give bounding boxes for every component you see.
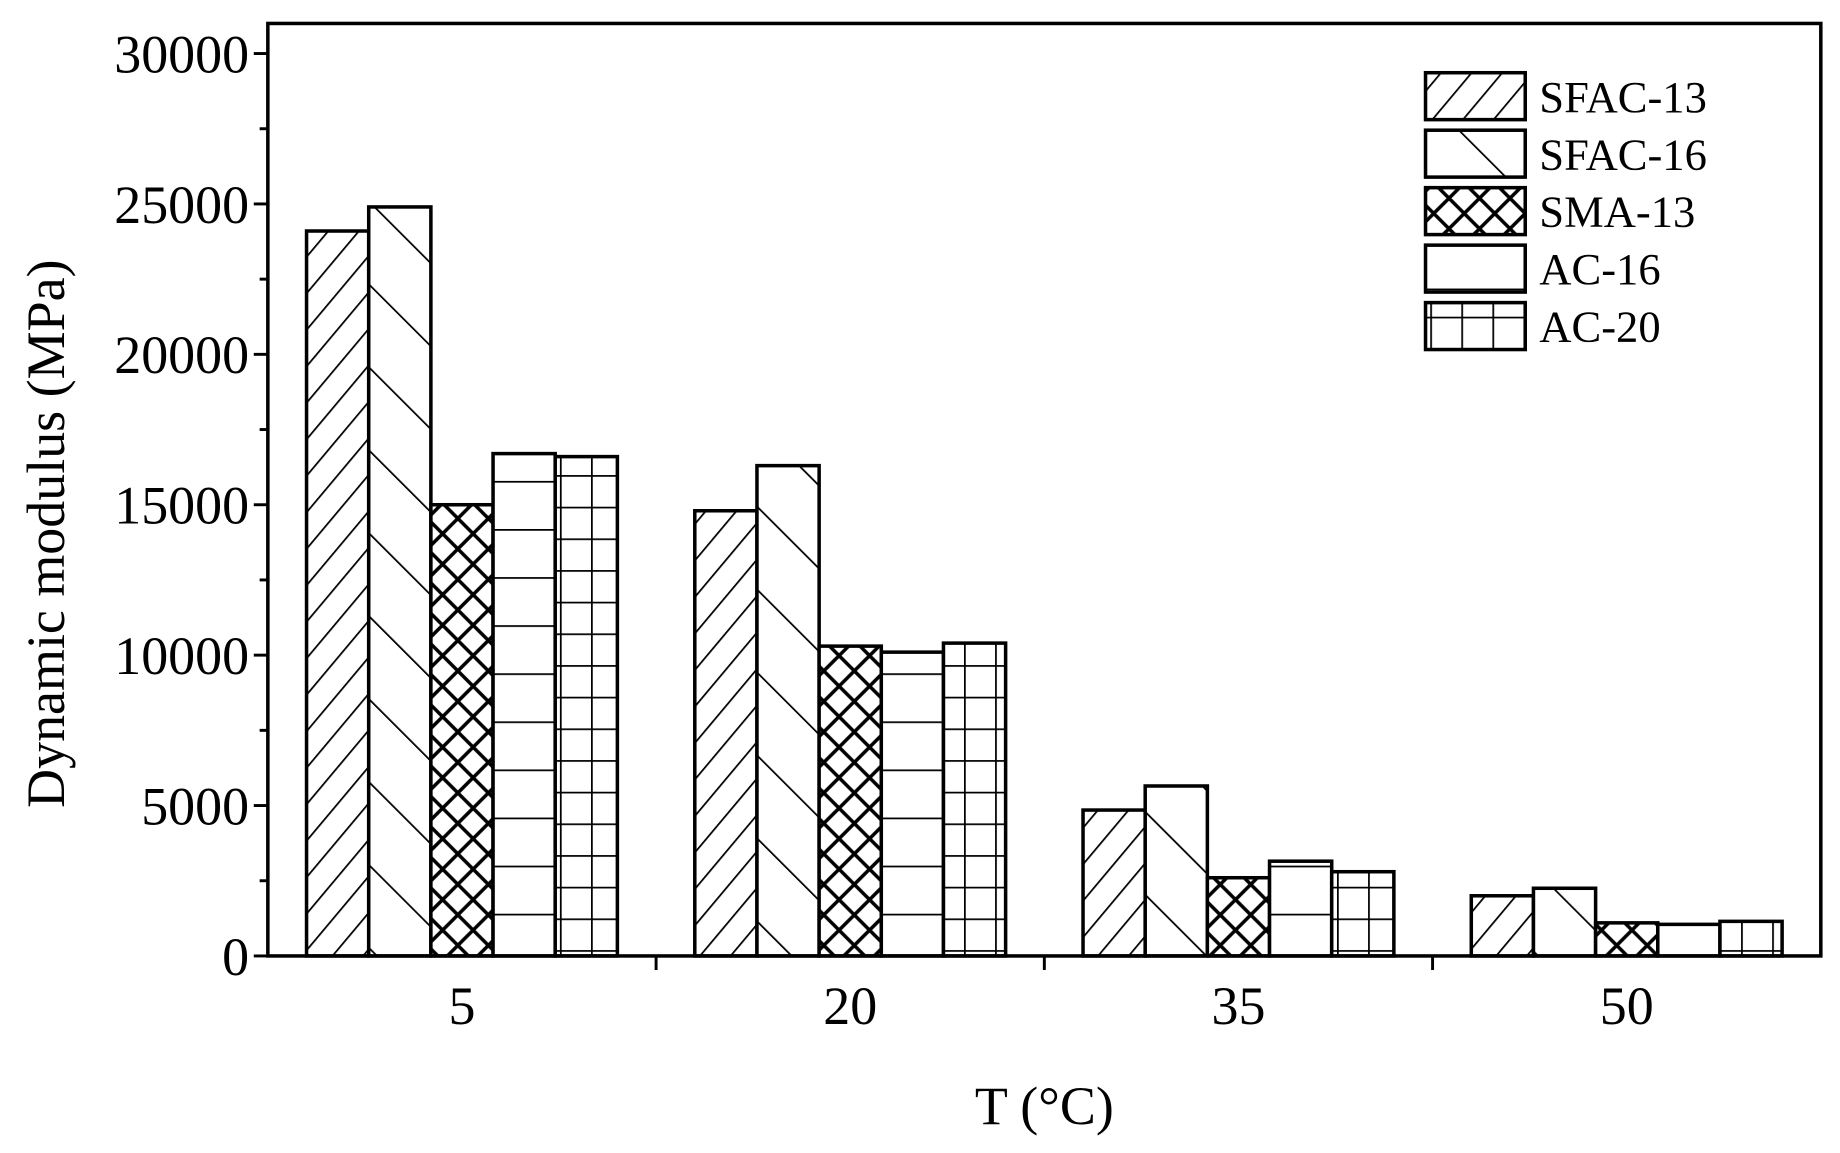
- plot-frame: [266, 21, 1823, 958]
- bar-sfac-16-t35: [1143, 784, 1210, 958]
- bar-sma-13-t35: [1205, 875, 1272, 958]
- legend-label: SFAC-16: [1539, 129, 1707, 179]
- x-tick-label: 5: [448, 976, 475, 1036]
- legend-swatch-ac-16: [1423, 243, 1527, 294]
- x-tick-label: 20: [823, 976, 877, 1036]
- bar-sma-13-t20: [817, 644, 884, 958]
- bar-ac-20-t50: [1718, 919, 1784, 958]
- legend-swatch-ac-20: [1423, 300, 1527, 352]
- y-tick-label: 0: [222, 927, 249, 987]
- bar-ac-16-t5: [491, 451, 557, 958]
- bar-ac-20-t20: [941, 641, 1008, 958]
- bar-ac-16-t50: [1656, 922, 1722, 958]
- legend: SFAC-13 SFAC-16 SMA-13 AC-16 AC-20: [1423, 70, 1707, 352]
- bar-sfac-16-t5: [366, 205, 433, 958]
- bar-sfac-16-t20: [755, 463, 821, 958]
- bar-ac-16-t35: [1267, 859, 1334, 958]
- bar-ac-16-t20: [879, 650, 946, 958]
- x-axis-title: T (°C): [975, 1076, 1114, 1136]
- y-tick-label: 30000: [114, 24, 249, 84]
- y-tick-label: 15000: [114, 476, 249, 536]
- y-tick-label: 25000: [114, 175, 249, 235]
- bar-sma-13-t5: [429, 502, 495, 958]
- y-tick-label: 5000: [141, 776, 249, 836]
- x-tick-label: 35: [1211, 976, 1265, 1036]
- legend-swatch-sma-13: [1423, 185, 1527, 237]
- y-tick-label: 20000: [114, 325, 249, 385]
- bar-sfac-13-t35: [1081, 808, 1147, 958]
- legend-label: AC-20: [1539, 302, 1660, 352]
- y-axis-title: Dynamic modulus (MPa): [16, 260, 76, 808]
- legend-swatch-sfac-13: [1423, 70, 1527, 122]
- bar-ac-20-t5: [553, 454, 620, 958]
- legend-swatch-sfac-16: [1423, 128, 1527, 179]
- bar-sma-13-t50: [1593, 921, 1660, 958]
- y-tick-label: 10000: [114, 626, 249, 686]
- bar-sfac-16-t50: [1531, 886, 1598, 958]
- bar-sfac-13-t20: [693, 508, 759, 958]
- bars-layer: [304, 205, 1784, 958]
- legend-label: SFAC-13: [1539, 72, 1707, 122]
- legend-label: AC-16: [1539, 244, 1660, 294]
- legend-label: SMA-13: [1539, 187, 1695, 237]
- bar-ac-20-t35: [1329, 869, 1396, 958]
- x-tick-label: 50: [1600, 976, 1654, 1036]
- ticks-layer: 0 5000 10000 15000 20000 25000 30000 5 20 35 50: [114, 24, 1653, 1036]
- bar-sfac-13-t50: [1469, 894, 1536, 958]
- bar-sfac-13-t5: [304, 229, 371, 958]
